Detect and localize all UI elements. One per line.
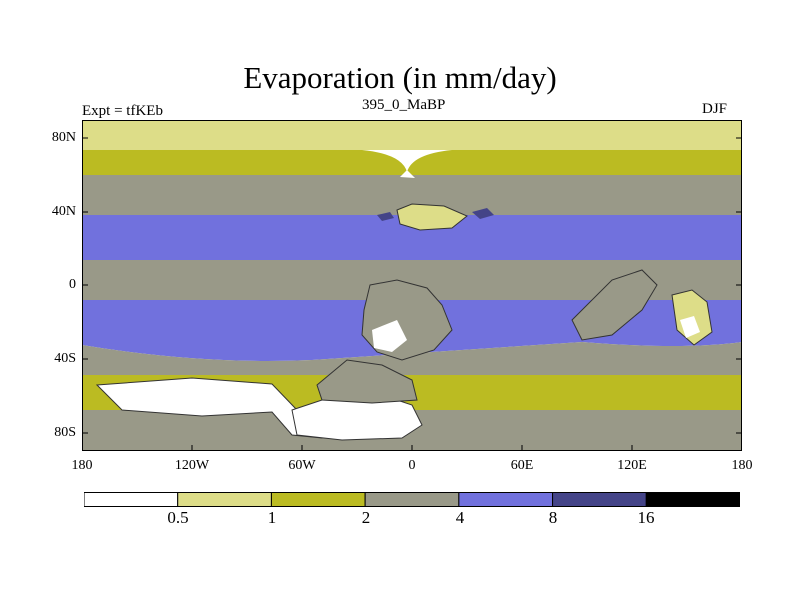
colorbar-label-16: 16 bbox=[637, 508, 655, 527]
y-tick-40n: 40N bbox=[51, 204, 76, 219]
y-tick-80n: 80N bbox=[51, 130, 76, 145]
colorbar-cell bbox=[364, 492, 460, 507]
colorbar-cell bbox=[84, 492, 179, 507]
evaporation-map bbox=[82, 120, 742, 451]
low-evap-patch-north bbox=[400, 170, 415, 178]
colorbar-label-0.5: 0.5 bbox=[167, 508, 189, 527]
map-title: Evaporation (in mm/day) bbox=[243, 60, 557, 95]
dry-region-far-east bbox=[680, 316, 700, 338]
y-tick-0: 0 bbox=[69, 277, 76, 292]
colorbar-cells bbox=[84, 492, 740, 507]
colorbar-cell bbox=[270, 492, 366, 507]
y-tick-80s: 80S bbox=[54, 425, 76, 440]
x-tick-180w: 180 bbox=[71, 458, 93, 473]
colorbar-cell bbox=[458, 492, 554, 507]
x-tick-60e: 60E bbox=[510, 458, 534, 473]
continent-north-block bbox=[396, 203, 468, 231]
dry-region-central bbox=[372, 320, 407, 352]
time-label: 395_0_MaBP bbox=[362, 97, 446, 113]
high-evap-patch-east bbox=[472, 208, 494, 219]
x-tick-0: 0 bbox=[408, 458, 416, 473]
x-tick-120e: 120E bbox=[617, 458, 647, 473]
colorbar-label-2: 2 bbox=[361, 508, 371, 527]
band-north-subtropics bbox=[82, 215, 742, 260]
colorbar-label-8: 8 bbox=[548, 508, 558, 527]
continent-east bbox=[571, 269, 658, 341]
band-polar-north bbox=[82, 120, 742, 150]
colorbar-cell bbox=[645, 492, 740, 507]
colorbar bbox=[84, 492, 740, 507]
band-south-temperate bbox=[82, 342, 742, 380]
x-tick-60w: 60W bbox=[288, 458, 316, 473]
season-label: DJF bbox=[702, 101, 728, 117]
high-evap-patch-west bbox=[377, 212, 394, 221]
band-north-mid bbox=[82, 150, 742, 180]
colorbar-label-1: 1 bbox=[267, 508, 277, 527]
colorbar-cell bbox=[552, 492, 647, 507]
y-tick-40s: 40S bbox=[54, 351, 76, 366]
colorbar-cell bbox=[177, 492, 272, 507]
experiment-label: Expt = tfKEb bbox=[82, 103, 163, 119]
x-tick-180e: 180 bbox=[731, 458, 753, 473]
continent-south-central bbox=[316, 359, 418, 404]
map-tick-marks bbox=[82, 137, 742, 451]
x-tick-120w: 120W bbox=[174, 458, 210, 473]
colorbar-label-4: 4 bbox=[455, 508, 465, 527]
